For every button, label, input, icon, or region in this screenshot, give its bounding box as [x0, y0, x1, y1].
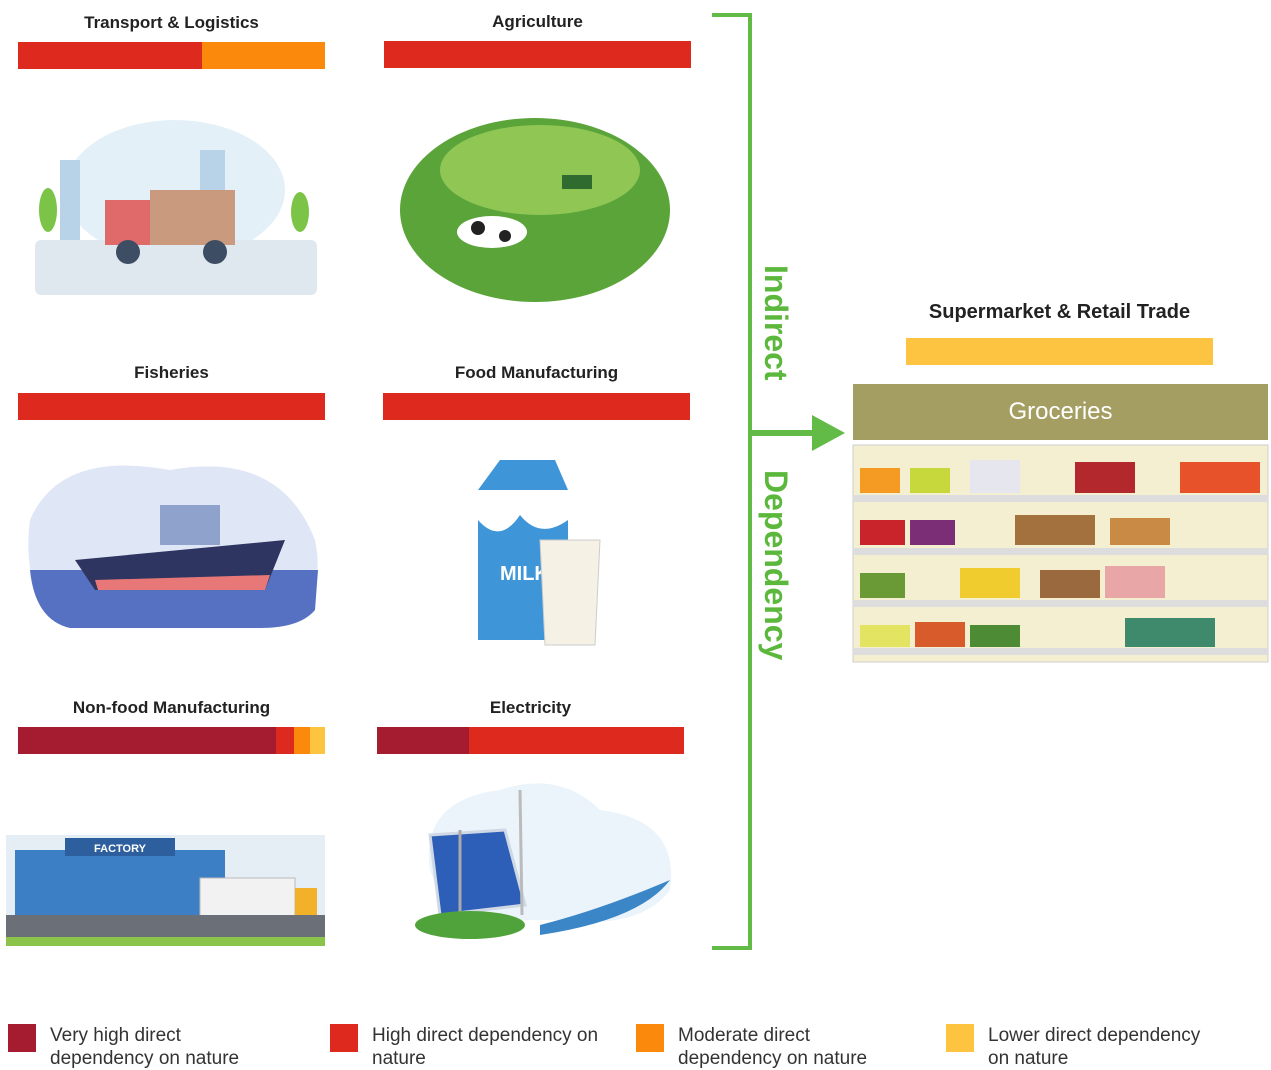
bar-segment: [276, 727, 294, 754]
sector-bar: [384, 41, 691, 68]
bar-segment: [294, 727, 309, 754]
sector-bar: [18, 393, 325, 420]
bar-segment: [906, 338, 1213, 365]
legend-label: Moderate direct dependency on nature: [678, 1024, 908, 1070]
legend-swatch: [946, 1024, 974, 1052]
sector-title: Agriculture: [384, 12, 691, 32]
legend-swatch: [330, 1024, 358, 1052]
sector-bar: [377, 727, 684, 754]
bar-segment: [384, 41, 691, 68]
groceries-banner: Groceries: [853, 384, 1268, 440]
legend-item: High direct dependency on nature: [330, 1024, 602, 1070]
sector-title: Fisheries: [18, 363, 325, 383]
retail-bar: [906, 338, 1213, 365]
retail-title: Supermarket & Retail Trade: [906, 301, 1213, 324]
sector-bar: [383, 393, 690, 420]
legend-item: Very high direct dependency on nature: [8, 1024, 275, 1070]
bar-segment: [18, 727, 276, 754]
truck-illustration: [35, 120, 317, 295]
milk-illustration: MILK: [478, 460, 600, 645]
sector-bar: [18, 727, 325, 754]
legend-label: Very high direct dependency on nature: [50, 1024, 275, 1070]
sector-title: Food Manufacturing: [383, 363, 690, 383]
legend-item: Lower direct dependency on nature: [946, 1024, 1218, 1070]
shelves-illustration: [853, 445, 1268, 662]
legend-item: Moderate direct dependency on nature: [636, 1024, 908, 1070]
bar-segment: [469, 727, 684, 754]
legend-swatch: [8, 1024, 36, 1052]
legend-label: Lower direct dependency on nature: [988, 1024, 1218, 1070]
svg-text:FACTORY: FACTORY: [94, 843, 147, 855]
farm-illustration: [400, 118, 670, 302]
sector-title: Electricity: [377, 698, 684, 718]
bar-segment: [310, 727, 325, 754]
illustrations: MILK FACTORY: [0, 0, 1271, 1070]
sector-title: Transport & Logistics: [18, 13, 325, 33]
bar-segment: [383, 393, 690, 420]
legend-swatch: [636, 1024, 664, 1052]
energy-illustration: [415, 783, 671, 939]
bar-segment: [202, 42, 325, 69]
bar-segment: [377, 727, 469, 754]
bar-segment: [18, 42, 202, 69]
sector-title: Non-food Manufacturing: [18, 698, 325, 718]
legend-label: High direct dependency on nature: [372, 1024, 602, 1070]
page: MILK FACTORY Grocerie: [0, 0, 1271, 1070]
sector-bar: [18, 42, 325, 69]
factory-illustration: FACTORY: [6, 835, 325, 946]
connector-label: Dependency: [757, 470, 794, 660]
bar-segment: [18, 393, 325, 420]
boat-illustration: [28, 466, 318, 628]
connector-label: Indirect: [757, 265, 794, 381]
